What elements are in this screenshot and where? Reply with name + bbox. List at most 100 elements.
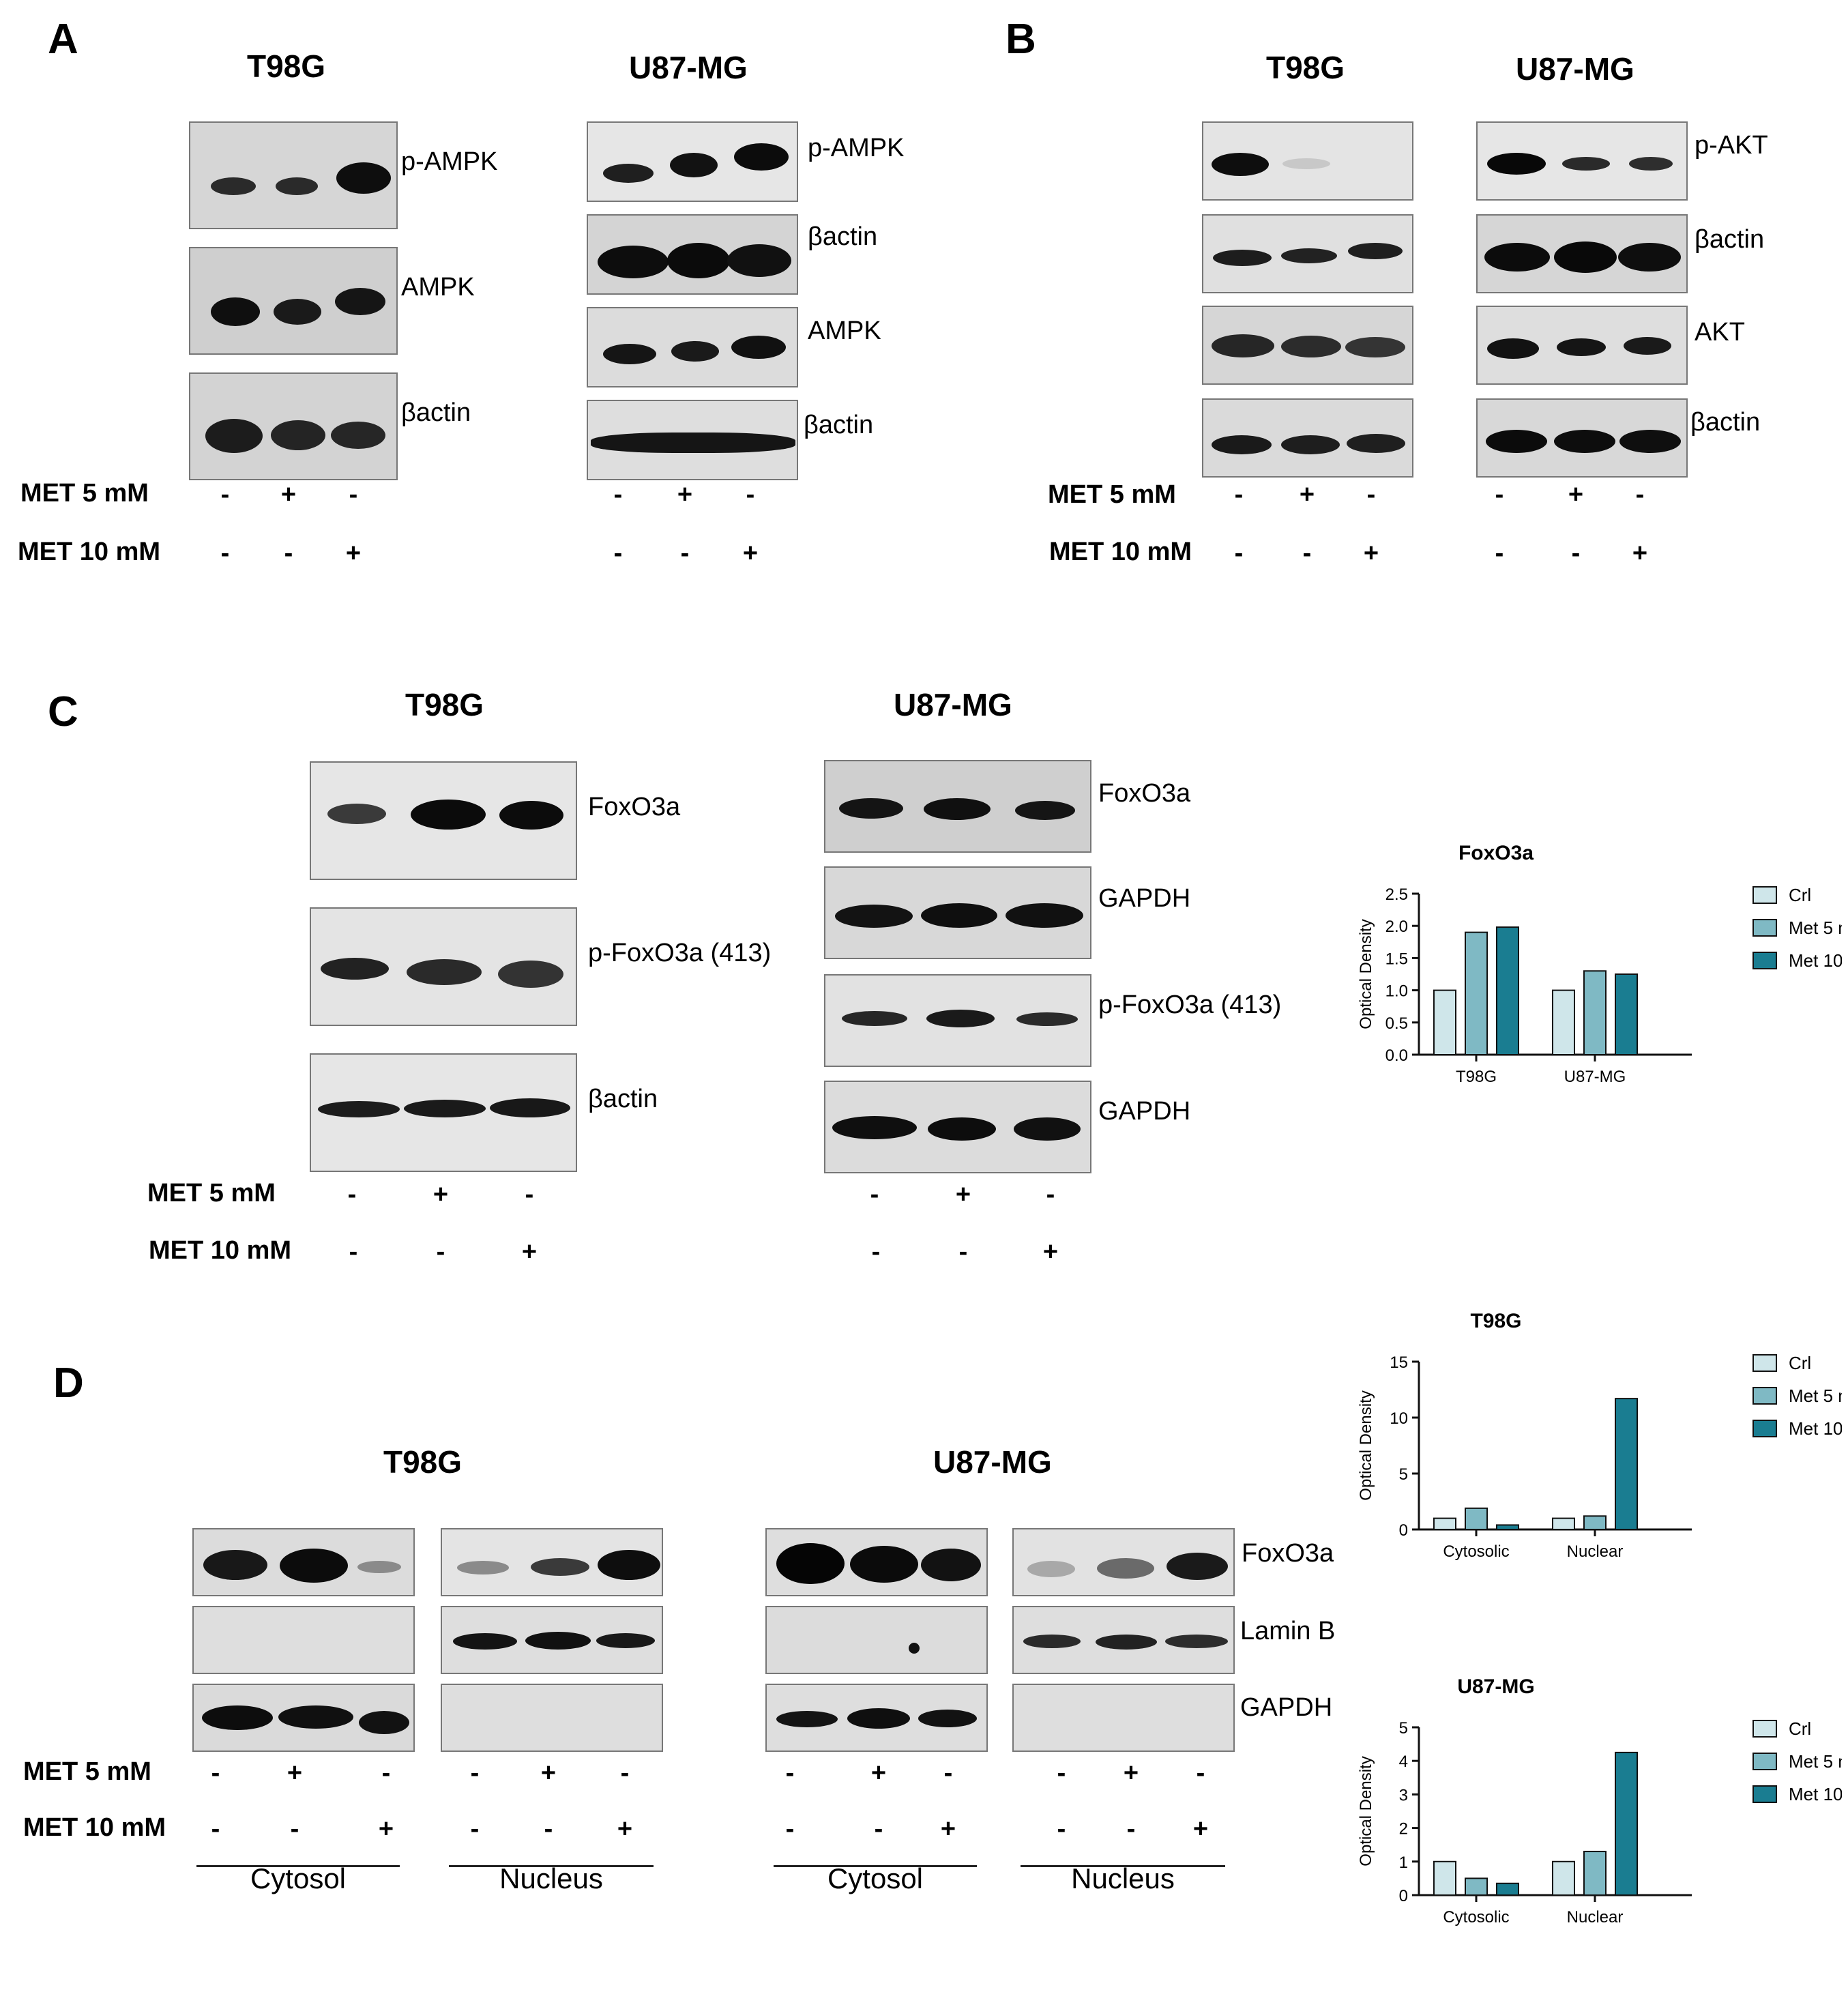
- blot-b-u87-akt: [1476, 306, 1688, 385]
- sign: -: [290, 1815, 299, 1843]
- sign: -: [1057, 1815, 1066, 1843]
- c-row-met5: MET 5 mM: [147, 1179, 276, 1207]
- bar-met-5-mm: [1583, 970, 1607, 1055]
- y-axis-label: Optical Density: [1357, 1390, 1375, 1500]
- chart-u87-fraction: U87-MG 0 1 2 3 4 5 Optical Density Cytosolic Nucl…: [1357, 1675, 1842, 1927]
- sign: +: [1192, 1815, 1209, 1843]
- y-tick-label: 0.5: [1385, 1014, 1408, 1033]
- label-d-foxo3a: FoxO3a: [1242, 1539, 1334, 1568]
- sign: -: [1366, 480, 1376, 509]
- y-tick-label: 3: [1399, 1786, 1408, 1804]
- label-a-t98g-ampk: AMPK: [401, 273, 475, 302]
- panel-d-letter: D: [53, 1360, 84, 1407]
- label-b-u87-bactin-2: βactin: [1690, 408, 1761, 437]
- legend-label: Met 10 mM: [1789, 950, 1842, 971]
- blot-b-u87-pakt: [1476, 121, 1688, 201]
- sign: +: [1299, 480, 1315, 509]
- sign: -: [525, 1180, 534, 1209]
- label-a-t98g-pampk: p-AMPK: [401, 147, 498, 176]
- blot-a-t98g-pampk: [189, 121, 398, 229]
- legend-label: Crl: [1789, 1718, 1811, 1739]
- y-tick-label: 0: [1399, 1887, 1408, 1905]
- blot-c-u87-gapdh-2: [824, 1081, 1091, 1173]
- sign: -: [680, 539, 690, 568]
- legend-swatch: [1752, 1753, 1777, 1770]
- blot-b-u87-bactin-2: [1476, 398, 1688, 478]
- sign: +: [940, 1815, 956, 1843]
- legend-label: Met 5 mM: [1789, 1386, 1842, 1406]
- bar-met-10-mm: [1615, 1751, 1638, 1896]
- sign: -: [785, 1759, 795, 1787]
- sign: -: [874, 1815, 883, 1843]
- sign: -: [220, 539, 230, 568]
- blot-d-t98g-nuc-laminb: [441, 1606, 663, 1674]
- panel-c-t98g-title: T98G: [405, 687, 484, 722]
- sign: -: [1234, 539, 1244, 568]
- sign: +: [1123, 1759, 1139, 1787]
- sign: +: [540, 1759, 557, 1787]
- legend-label: Crl: [1789, 885, 1811, 905]
- y-tick-label: 15: [1390, 1353, 1408, 1372]
- sign: -: [349, 1237, 358, 1266]
- label-a-u87-pampk: p-AMPK: [808, 134, 905, 162]
- a-row-met5: MET 5 mM: [20, 479, 149, 508]
- c-row-met10: MET 10 mM: [149, 1236, 292, 1265]
- panel-b-t98g-title: T98G: [1266, 50, 1345, 85]
- b-row-met5: MET 5 mM: [1048, 480, 1176, 509]
- y-tick-label: 2: [1399, 1820, 1408, 1838]
- sign: -: [284, 539, 293, 568]
- sign: -: [1571, 539, 1581, 568]
- blot-d-t98g-cyto-laminb: [192, 1606, 415, 1674]
- d-row-met5: MET 5 mM: [23, 1757, 151, 1786]
- label-c-u87-pfoxo3a: p-FoxO3a (413): [1098, 991, 1282, 1019]
- blot-d-t98g-cyto-gapdh: [192, 1684, 415, 1752]
- bar-crl: [1433, 1860, 1456, 1896]
- y-tick-label: 10: [1390, 1409, 1408, 1428]
- d-row-met10: MET 10 mM: [23, 1813, 166, 1842]
- panel-d-u87-title: U87-MG: [933, 1444, 1052, 1480]
- fraction-label-cytosol-t98g: Cytosol: [250, 1862, 347, 1894]
- sign: -: [349, 480, 358, 509]
- legend-swatch: [1752, 919, 1777, 937]
- sign: -: [958, 1237, 968, 1266]
- label-d-gapdh: GAPDH: [1240, 1693, 1333, 1722]
- sign: +: [432, 1180, 449, 1209]
- blot-d-u87-cyto-foxo3a: [765, 1528, 988, 1596]
- bar-met-5-mm: [1583, 1851, 1607, 1896]
- y-axis-label: Optical Density: [1357, 1756, 1375, 1866]
- fraction-label-cytosol-u87: Cytosol: [827, 1862, 924, 1894]
- y-axis-label: Optical Density: [1357, 919, 1375, 1029]
- label-a-u87-bactin-2: βactin: [804, 411, 874, 439]
- sign: -: [871, 1237, 881, 1266]
- sign: -: [1057, 1759, 1066, 1787]
- sign: -: [1495, 480, 1504, 509]
- y-tick-label: 2.0: [1385, 918, 1408, 936]
- fraction-label-nucleus-u87: Nucleus: [1071, 1862, 1175, 1894]
- sign: +: [1363, 539, 1379, 568]
- chart-title: T98G: [1470, 1310, 1521, 1332]
- bar-crl: [1552, 989, 1575, 1056]
- legend-swatch: [1752, 1420, 1777, 1437]
- bar-crl: [1552, 1517, 1575, 1531]
- label-b-u87-bactin-1: βactin: [1695, 225, 1765, 254]
- label-c-u87-gapdh-1: GAPDH: [1098, 884, 1191, 913]
- legend-swatch: [1752, 1720, 1777, 1738]
- label-c-t98g-pfoxo3a: p-FoxO3a (413): [588, 939, 772, 967]
- label-b-u87-akt: AKT: [1695, 318, 1745, 347]
- blot-d-u87-cyto-gapdh: [765, 1684, 988, 1752]
- blot-b-u87-bactin-1: [1476, 214, 1688, 293]
- sign: -: [436, 1237, 445, 1266]
- bar-met-10-mm: [1496, 1882, 1519, 1896]
- panel-a-u87-title: U87-MG: [629, 50, 748, 85]
- label-c-u87-gapdh-2: GAPDH: [1098, 1097, 1191, 1126]
- x-tick-label: U87-MG: [1564, 1068, 1626, 1086]
- sign: -: [381, 1759, 391, 1787]
- panel-a-letter: A: [48, 16, 78, 63]
- blot-d-t98g-nuc-foxo3a: [441, 1528, 663, 1596]
- fraction-line: [774, 1865, 977, 1867]
- y-tick-label: 5: [1399, 1719, 1408, 1738]
- blot-a-t98g-ampk: [189, 247, 398, 355]
- label-c-u87-foxo3a: FoxO3a: [1098, 779, 1191, 808]
- sign: -: [1234, 480, 1244, 509]
- sign: -: [870, 1180, 879, 1209]
